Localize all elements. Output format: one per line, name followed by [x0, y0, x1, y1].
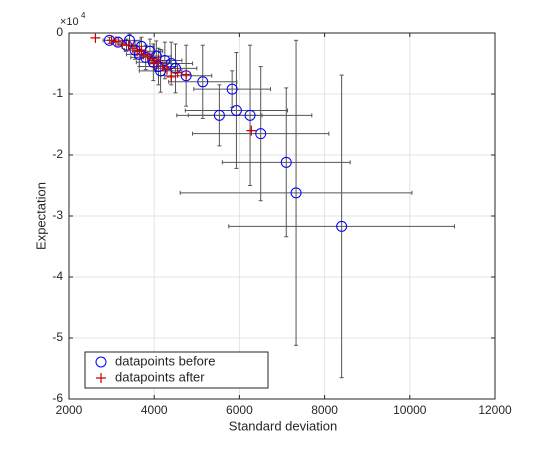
point	[213, 109, 225, 121]
x-axis-label: Standard deviation	[229, 418, 337, 433]
y-error-bar	[151, 43, 156, 82]
x-tick-label: 8000	[311, 403, 338, 417]
legend-box	[84, 351, 269, 389]
y-error-bar	[173, 43, 178, 94]
legend-marker	[95, 356, 107, 368]
y-tick-label: -3	[52, 208, 63, 222]
point	[246, 125, 257, 136]
point	[197, 76, 209, 88]
y-tick-label: -6	[52, 391, 63, 405]
point	[290, 187, 302, 199]
point	[147, 53, 158, 64]
y-error-bar	[294, 39, 299, 346]
x-tick-label: 4000	[141, 403, 168, 417]
y-tick-label: -5	[52, 330, 63, 344]
x-tick-label: 6000	[226, 403, 253, 417]
legend-label: datapoints before	[115, 353, 215, 368]
point	[138, 49, 149, 60]
y-error-bar	[234, 52, 239, 169]
point	[132, 46, 143, 57]
point	[336, 220, 348, 232]
y-error-bar	[200, 44, 205, 119]
point	[226, 83, 238, 95]
y-tick-label: 0	[56, 25, 63, 39]
point	[90, 32, 101, 43]
point	[153, 55, 164, 66]
point	[110, 36, 121, 47]
x-tick-label: 12000	[478, 403, 512, 417]
point	[136, 45, 147, 56]
y-error-bar	[258, 66, 263, 202]
point	[244, 109, 256, 121]
y-tick-label: -1	[52, 86, 63, 100]
point	[161, 64, 172, 75]
point	[117, 38, 128, 49]
point	[181, 69, 192, 80]
point	[230, 104, 242, 116]
y-tick-label: -2	[52, 147, 63, 161]
y-exponent: 4	[81, 11, 86, 20]
point	[172, 67, 183, 78]
y-exponent-base: ×10	[60, 16, 79, 28]
y-tick-label: -4	[52, 269, 63, 283]
x-tick-label: 10000	[393, 403, 427, 417]
point	[142, 51, 153, 62]
point	[155, 65, 167, 77]
y-error-bar	[339, 74, 344, 379]
point	[106, 35, 117, 46]
point	[255, 128, 267, 140]
legend-marker	[96, 373, 106, 383]
x-tick-label: 2000	[56, 403, 83, 417]
point	[170, 62, 181, 74]
legend-label: datapoints after	[115, 369, 205, 384]
axes-box	[68, 32, 496, 400]
y-axis-label: Expectation	[33, 182, 48, 250]
point	[166, 71, 177, 82]
point	[280, 156, 292, 168]
point	[140, 51, 152, 63]
y-error-bar	[284, 87, 289, 238]
